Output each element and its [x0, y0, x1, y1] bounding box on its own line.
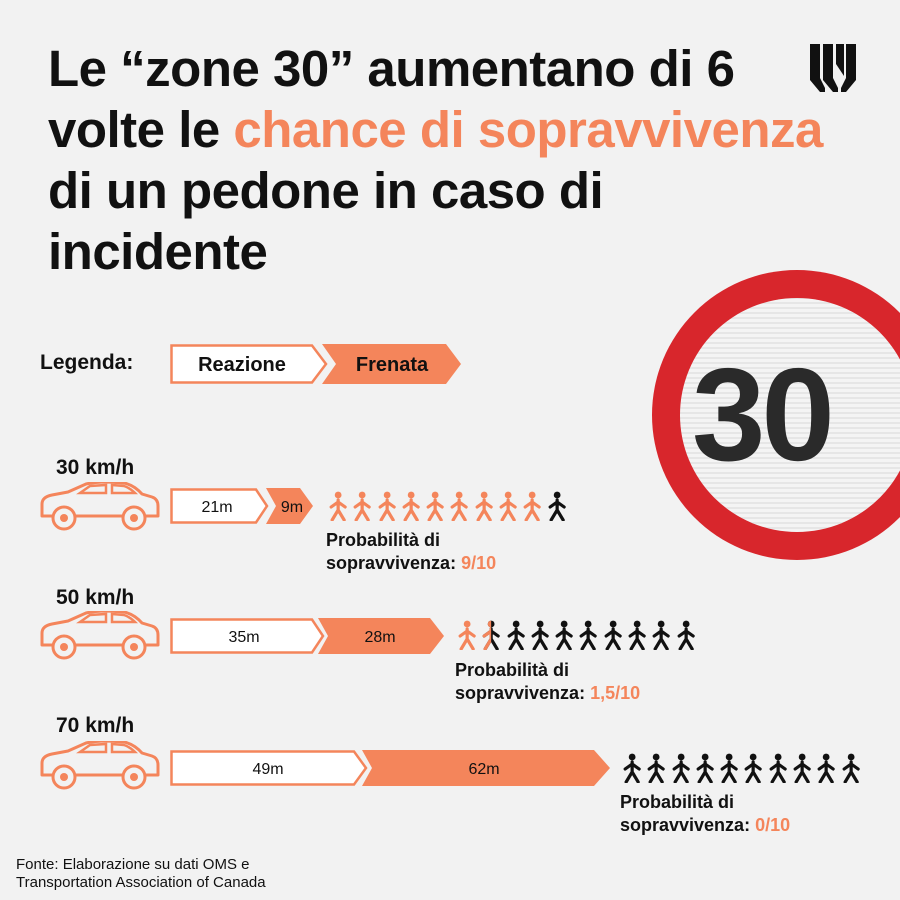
pedestrians-group — [326, 491, 569, 521]
pedestrian-icon — [329, 491, 347, 521]
pedestrian-icon — [353, 491, 372, 521]
pedestrian-icon — [402, 491, 420, 521]
pedestrian-icon — [482, 620, 501, 650]
source-note: Fonte: Elaborazione su dati OMS e Transp… — [16, 856, 266, 892]
car-icon — [40, 741, 160, 790]
pedestrian-icon — [426, 491, 444, 521]
legend-braking-label: Frenata — [356, 354, 429, 376]
survival-probability: Probabilità di sopravvivenza: 0/10 — [620, 791, 860, 837]
source-line: Fonte: Elaborazione su dati OMS e — [16, 856, 250, 873]
pedestrian-icon — [696, 753, 714, 783]
speed-label: 50 km/h — [56, 586, 135, 609]
braking-bar-label: 28m — [364, 629, 395, 646]
car-icon — [40, 482, 160, 531]
legend-reaction: Reazione — [170, 344, 328, 384]
pedestrian-icon — [531, 620, 549, 650]
pedestrian-icon — [475, 491, 493, 521]
speed-limit-number: 30 — [692, 341, 835, 488]
pedestrian-icon — [677, 620, 695, 650]
pedestrian-icon — [628, 620, 646, 650]
pedestrian-icon — [652, 620, 671, 650]
speed-limit-sign: 30 — [652, 270, 900, 560]
pedestrian-icon — [769, 753, 787, 783]
speed-label: 30 km/h — [56, 456, 135, 479]
survival-caption: Probabilità di sopravvivenza: — [326, 530, 457, 573]
brand-logo — [810, 44, 856, 92]
pedestrian-icon — [745, 753, 763, 783]
headline-text-after: di un pedone in caso di incidente — [48, 162, 604, 280]
pedestrian-icon — [647, 753, 666, 783]
pedestrian-icon — [604, 620, 622, 650]
speed-label: 70 km/h — [56, 714, 135, 737]
source-line: Transportation Association of Canada — [16, 874, 266, 891]
car-icon — [40, 611, 160, 660]
survival-probability: Probabilità di sopravvivenza: 1,5/10 — [455, 659, 695, 705]
survival-value: 1,5/10 — [590, 683, 641, 703]
headline-highlight: chance di sopravvivenza — [233, 101, 823, 158]
legend-reaction-label: Reazione — [198, 354, 286, 376]
headline: Le “zone 30” aumentano di 6 volte le cha… — [48, 38, 828, 282]
braking-bar: 62m — [362, 750, 610, 786]
survival-probability: Probabilità di sopravvivenza: 9/10 — [326, 529, 556, 575]
headline-text-before: Le “zone 30” aumentano di 6 volte le — [48, 40, 735, 158]
pedestrian-icon — [499, 491, 517, 521]
reaction-bar: 35m — [170, 618, 325, 654]
pedestrian-icon — [555, 620, 573, 650]
pedestrian-icon — [793, 753, 811, 783]
braking-bar-label: 9m — [281, 499, 303, 516]
pedestrian-icon — [451, 491, 469, 521]
pedestrian-icon — [458, 620, 476, 650]
pedestrian-icon — [507, 620, 525, 650]
pedestrian-icon — [720, 753, 738, 783]
survival-caption: Probabilità di sopravvivenza: — [620, 792, 751, 835]
survival-value: 0/10 — [755, 815, 791, 835]
speed-limit-sign-face: 30 — [680, 298, 900, 532]
reaction-bar-label: 49m — [252, 761, 283, 778]
legend-label: Legenda: — [40, 351, 134, 374]
pedestrian-icon — [623, 753, 641, 783]
braking-bar: 28m — [318, 618, 444, 654]
survival-value: 9/10 — [461, 553, 497, 573]
pedestrian-icon — [548, 491, 566, 521]
pedestrian-icon — [523, 491, 542, 521]
braking-bar-label: 62m — [468, 761, 499, 778]
legend-braking: Frenata — [322, 344, 461, 384]
reaction-bar-label: 21m — [201, 499, 232, 516]
pedestrians-group — [455, 620, 698, 650]
pedestrian-icon — [817, 753, 836, 783]
pedestrian-icon — [580, 620, 598, 650]
pedestrian-icon — [842, 753, 860, 783]
reaction-bar: 21m — [170, 488, 269, 524]
reaction-bar: 49m — [170, 750, 368, 786]
survival-caption: Probabilità di sopravvivenza: — [455, 660, 586, 703]
pedestrian-icon — [378, 491, 396, 521]
braking-bar: 9m — [266, 488, 313, 524]
pedestrians-group — [620, 753, 863, 783]
reaction-bar-label: 35m — [228, 629, 259, 646]
pedestrian-icon — [672, 753, 690, 783]
